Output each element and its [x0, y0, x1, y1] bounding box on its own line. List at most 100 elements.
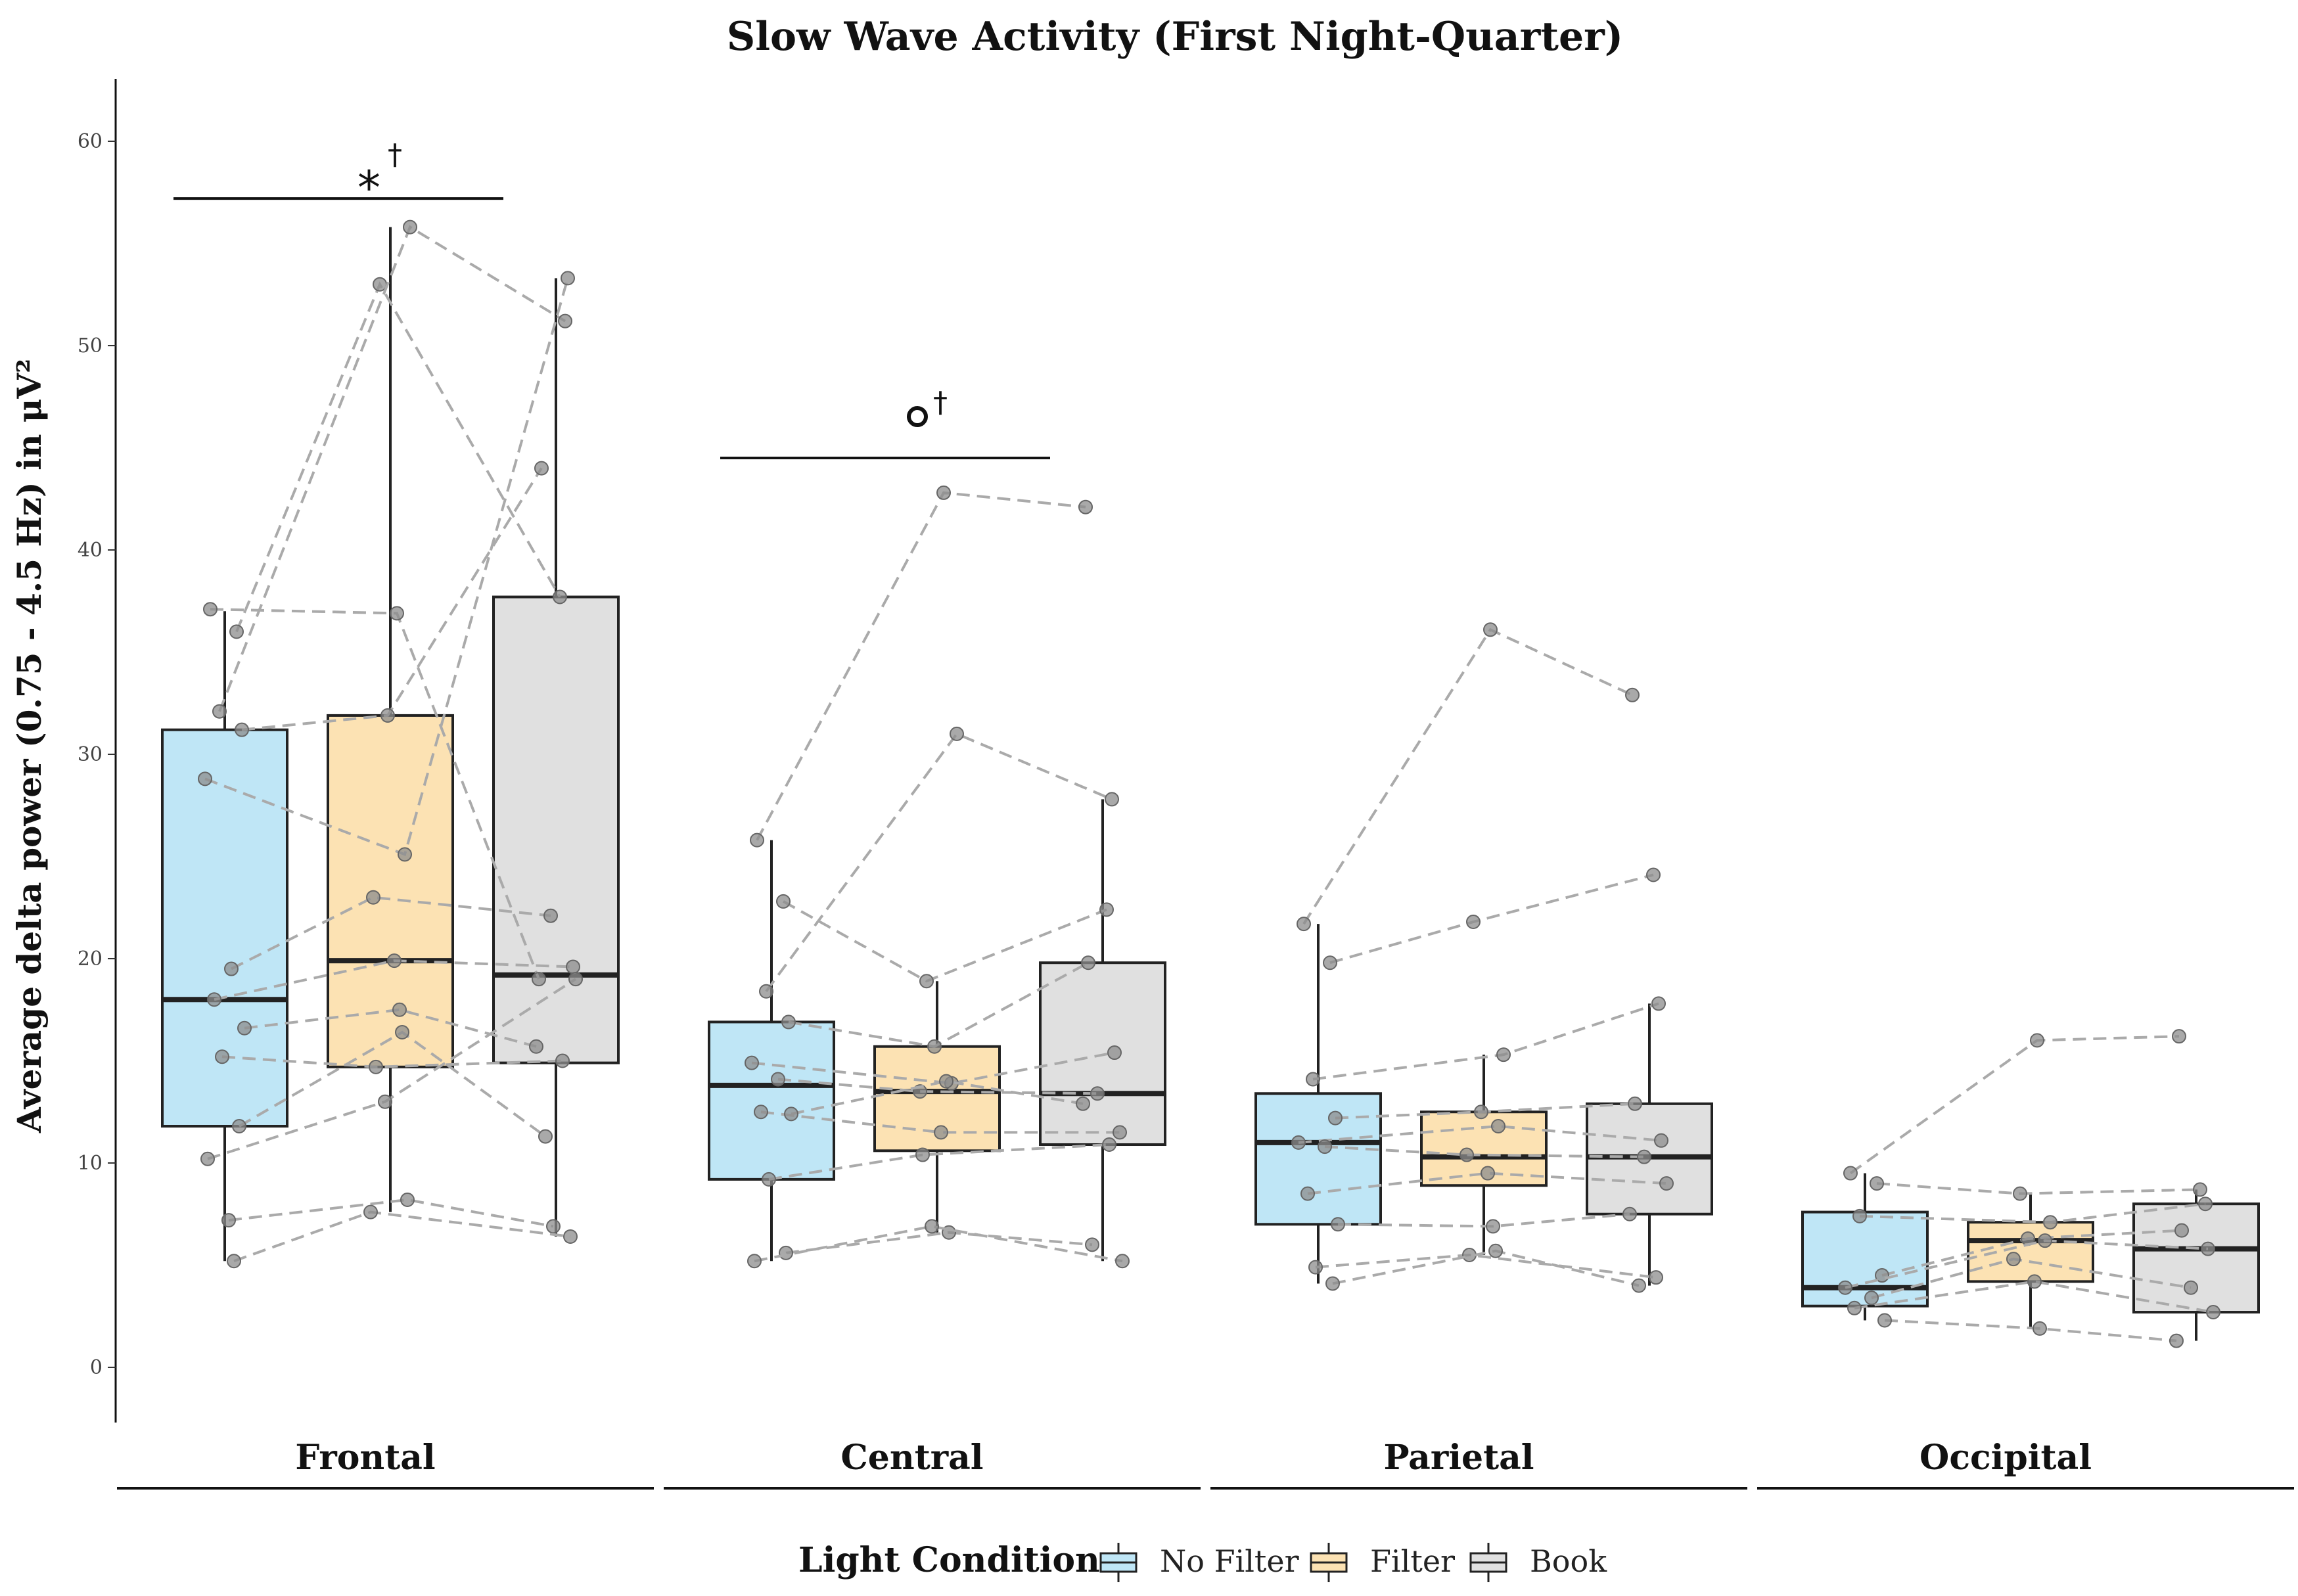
subject-point — [1625, 687, 1640, 702]
subject-point — [1323, 955, 1337, 970]
subject-point — [1308, 1260, 1323, 1275]
subject-point — [2038, 1233, 2052, 1248]
subject-point — [1107, 1045, 1122, 1060]
box-iqr — [161, 728, 288, 1128]
subject-point — [1622, 1206, 1637, 1221]
subject-point — [1105, 792, 1119, 807]
subject-point — [198, 771, 212, 787]
subject-point — [1085, 1237, 1099, 1252]
subject-line — [1876, 1182, 2201, 1195]
subject-point — [779, 1245, 793, 1260]
subject-point — [387, 953, 402, 969]
subject-point — [2169, 1333, 2184, 1348]
plot-area: *†Frontal†Central Parietal Occipital — [117, 138, 2294, 1490]
subject-point — [781, 1015, 796, 1030]
subject-point — [546, 1219, 561, 1234]
subject-point — [400, 1192, 415, 1207]
subject-point — [1847, 1300, 1862, 1315]
region-label: Parietal — [1383, 1438, 1534, 1478]
subject-point — [555, 1053, 570, 1068]
subject-point — [750, 832, 764, 848]
subject-point — [776, 894, 791, 909]
subject-point — [934, 1125, 948, 1140]
subject-point — [2184, 1280, 2198, 1295]
subject-point — [939, 1074, 954, 1089]
subject-point — [1646, 867, 1661, 882]
y-tick-label: 20 — [78, 947, 103, 970]
box-filter — [327, 227, 454, 1212]
subject-point — [1852, 1208, 1867, 1223]
box-iqr — [1967, 1221, 2094, 1283]
subject-point — [1628, 1096, 1642, 1111]
subject-point — [1486, 1219, 1500, 1234]
subject-line — [765, 732, 1113, 992]
legend-entry-filter: Filter — [1310, 1543, 1455, 1582]
subject-point — [529, 1039, 543, 1054]
box-no-filter — [1254, 924, 1382, 1284]
legend-entry-no-filter: No Filter — [1099, 1543, 1299, 1582]
y-tick-label: 40 — [78, 539, 103, 562]
y-tick-label: 50 — [78, 334, 103, 357]
subject-point — [563, 1229, 578, 1244]
subject-point — [1318, 1139, 1332, 1154]
subject-point — [221, 1213, 236, 1228]
legend-label: No Filter — [1160, 1543, 1299, 1579]
subject-point — [1659, 1176, 1674, 1191]
legend-title: Light Condition — [798, 1540, 1100, 1580]
subject-point — [950, 726, 964, 741]
box-book — [492, 278, 620, 1237]
subject-point — [754, 1105, 768, 1120]
subject-point — [403, 219, 417, 235]
box-filter — [873, 981, 1001, 1233]
subject-point — [2206, 1305, 2220, 1320]
subject-line — [785, 1231, 1093, 1254]
box-iqr — [1801, 1210, 1929, 1308]
subject-line — [1329, 873, 1654, 965]
subject-point — [745, 1055, 759, 1070]
subject-point — [1496, 1047, 1511, 1062]
subject-point — [1483, 622, 1498, 637]
subject-point — [203, 602, 218, 617]
subject-point — [1113, 1125, 1127, 1140]
subject-point — [1099, 902, 1114, 917]
subject-point — [538, 1129, 553, 1144]
subject-point — [232, 1119, 246, 1134]
box-book — [2132, 1189, 2260, 1341]
subject-line — [754, 1225, 1123, 1263]
subject-point — [534, 461, 549, 476]
subject-point — [919, 974, 934, 989]
box-iqr — [1254, 1092, 1382, 1226]
subject-point — [227, 1254, 241, 1269]
legend-label: Book — [1530, 1543, 1607, 1579]
subject-point — [1838, 1280, 1852, 1295]
box-no-filter — [708, 840, 835, 1262]
subject-point — [1328, 1110, 1343, 1126]
subject-point — [1651, 996, 1666, 1011]
subject-point — [224, 961, 239, 976]
subjects — [745, 485, 1130, 1269]
subject-point — [1102, 1137, 1116, 1152]
region-frontal: *† Frontal — [117, 138, 654, 1490]
y-tick-label: 10 — [78, 1152, 103, 1175]
subject-line — [235, 281, 561, 633]
y-tick-label: 60 — [78, 130, 103, 153]
y-tick-label: 30 — [78, 743, 103, 766]
region-label: Central — [840, 1438, 983, 1478]
subject-line — [1324, 1145, 1645, 1158]
subject-point — [392, 1002, 407, 1017]
significance-dagger: † — [933, 386, 948, 419]
significance-symbol — [907, 406, 928, 428]
subject-point — [784, 1106, 798, 1122]
subject-point — [1115, 1254, 1130, 1269]
subject-point — [1474, 1105, 1488, 1120]
y-ticks: 0 10 20 30 40 50 60 — [78, 130, 116, 1379]
subject-point — [762, 1172, 776, 1187]
subject-line — [1849, 1035, 2180, 1175]
subject-point — [1488, 1243, 1503, 1258]
subject-point — [398, 847, 412, 862]
subject-point — [1637, 1149, 1651, 1164]
subject-point — [566, 959, 580, 974]
subject-point — [747, 1254, 762, 1269]
subject-point — [235, 722, 249, 737]
box-iqr — [2132, 1202, 2260, 1314]
